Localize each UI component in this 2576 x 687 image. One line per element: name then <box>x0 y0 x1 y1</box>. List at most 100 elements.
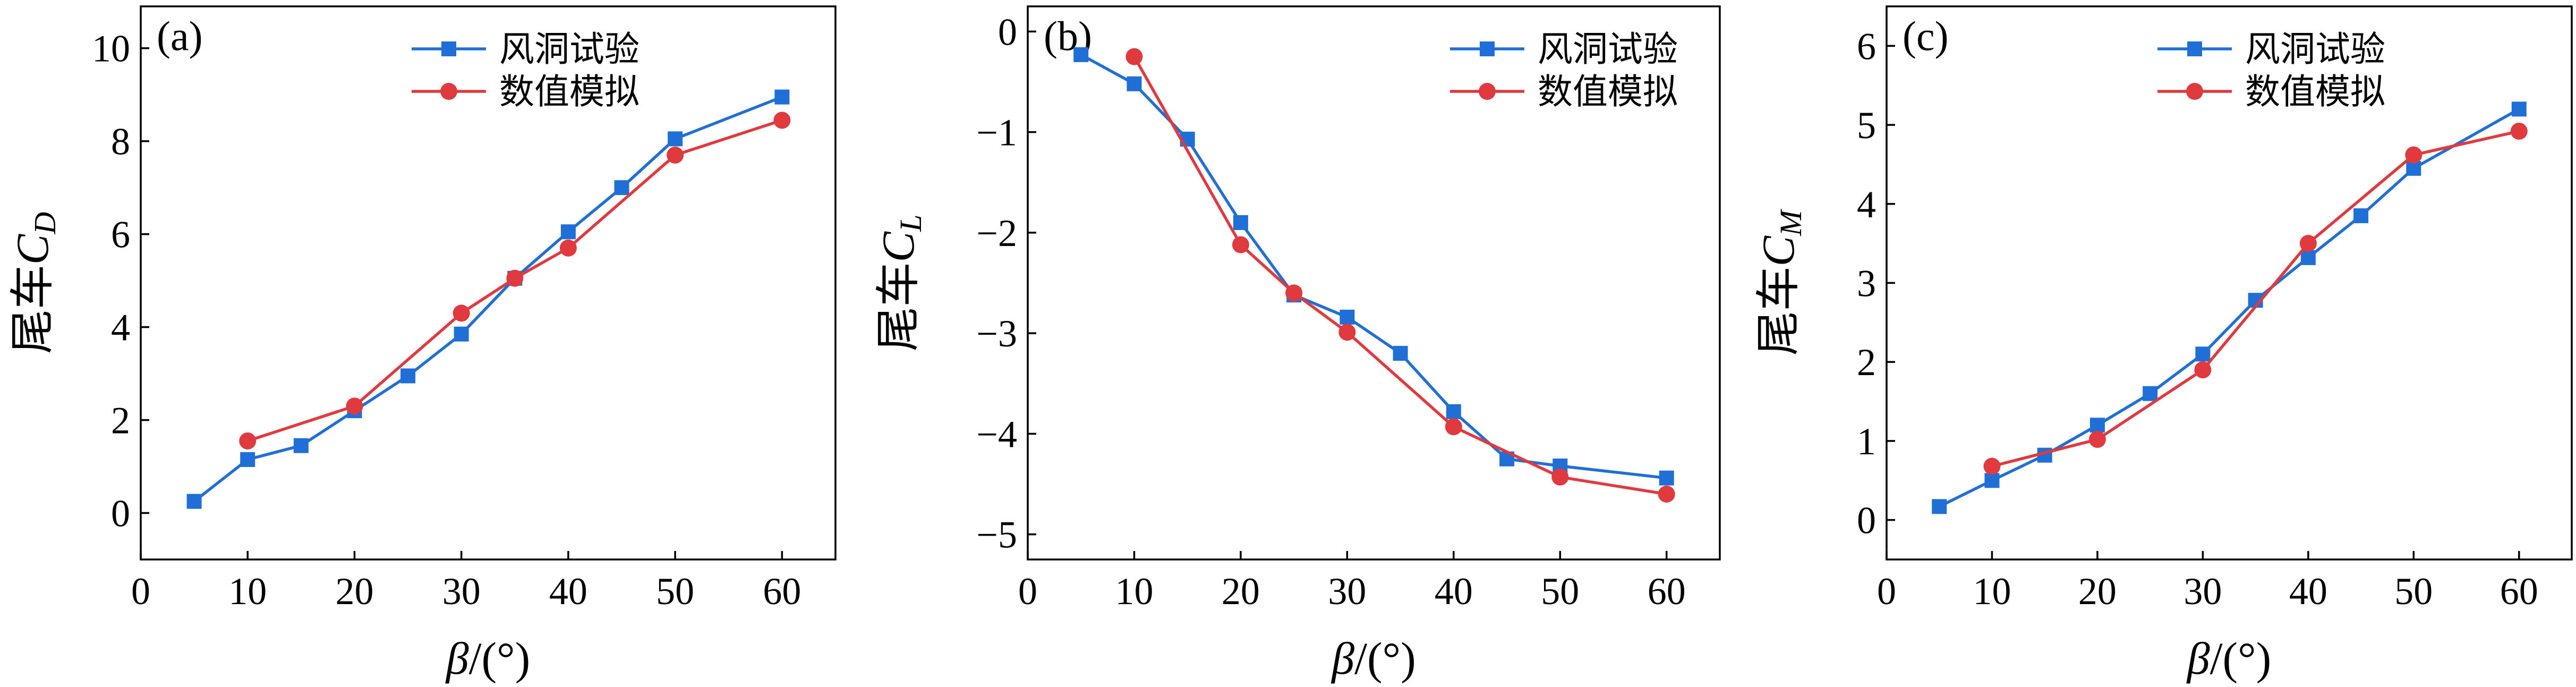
chart-1-x-tick-label: 60 <box>1648 570 1686 613</box>
chart-0-series-simulation-point <box>559 239 577 257</box>
chart-0-series-experiment-point <box>668 131 683 147</box>
chart-1-series-experiment-point <box>1446 404 1461 419</box>
chart-0-series-simulation-point <box>506 269 524 287</box>
chart-1-series-experiment-point <box>1073 47 1089 62</box>
chart-2-y-tick-label: 5 <box>1857 104 1876 147</box>
chart-2-series-simulation-point <box>2088 430 2106 448</box>
chart-2-series-experiment-point <box>1932 499 1947 514</box>
chart-0-series-experiment-point <box>240 452 255 467</box>
chart-2-series-simulation-point <box>1983 457 2001 475</box>
chart-0-x-tick-label: 50 <box>656 570 694 613</box>
legend-circle-marker <box>2186 83 2203 100</box>
chart-0-x-tick-label: 30 <box>442 570 481 613</box>
legend-label: 数值模拟 <box>1538 71 1678 112</box>
legend-circle-marker <box>440 83 457 100</box>
chart-1-y-tick-label: 0 <box>998 11 1017 53</box>
chart-1-series-experiment-point <box>1659 470 1674 486</box>
chart-2-x-axis-label: β/(°) <box>2186 633 2271 684</box>
chart-0-series-experiment-point <box>454 326 469 342</box>
chart-2-series-simulation-line <box>1991 130 2520 468</box>
chart-2-x-tick-label: 20 <box>2078 570 2117 613</box>
chart-1-legend-simulation: 数值模拟 <box>1450 71 1678 112</box>
chart-0-y-tick-label: 6 <box>111 214 130 256</box>
chart-2-series-simulation-point <box>2299 235 2317 252</box>
chart-0-x-tick-label: 0 <box>131 570 150 613</box>
chart-2-x-tick-label: 0 <box>1877 570 1896 613</box>
chart-0-x-tick-label: 10 <box>228 570 267 613</box>
chart-2-x-tick-label: 40 <box>2289 570 2327 613</box>
chart-1-series-simulation-point <box>1551 468 1569 486</box>
chart-0-x-tick-label: 60 <box>763 570 801 613</box>
chart-2-series-experiment-point <box>2353 208 2369 224</box>
chart-1-y-tick-label: −5 <box>976 514 1017 556</box>
chart-1-series-simulation-point <box>1232 236 1249 253</box>
chart-0-series-experiment-point <box>774 89 790 105</box>
chart-0-y-tick-label: 10 <box>92 28 130 70</box>
chart-1-y-tick-label: −1 <box>976 112 1017 154</box>
chart-2-series-experiment-point <box>2300 250 2316 265</box>
chart-0-y-tick-label: 4 <box>111 307 130 349</box>
legend-square-marker <box>1480 41 1495 56</box>
chart-2-panel-label: (c) <box>1903 13 1949 59</box>
chart-1-x-tick-label: 10 <box>1115 570 1153 613</box>
legend-label: 风洞试验 <box>1538 29 1678 70</box>
legend-label: 风洞试验 <box>499 29 639 70</box>
legend-circle-marker <box>1479 83 1496 100</box>
chart-1-plot-frame <box>1027 5 1721 561</box>
chart-1-series-simulation-line <box>1133 56 1667 496</box>
chart-1-y-tick-label: −4 <box>976 413 1017 455</box>
chart-2-series-simulation-point <box>2194 361 2212 379</box>
chart-2-y-tick-label: 3 <box>1857 262 1876 305</box>
chart-0-series-experiment-point <box>560 224 576 240</box>
chart-1-series-simulation-point <box>1445 418 1462 436</box>
chart-0-series-simulation-point <box>773 112 791 129</box>
chart-2-y-tick-label: 2 <box>1857 341 1876 384</box>
chart-1-series-experiment-point <box>1233 215 1248 230</box>
chart-1-x-axis-label: β/(°) <box>1330 633 1415 684</box>
chart-0-legend-experiment: 风洞试验 <box>412 29 639 70</box>
chart-1-series-simulation-point <box>1125 48 1143 65</box>
chart-1-x-tick-label: 30 <box>1328 570 1366 613</box>
chart-1-x-tick-label: 0 <box>1018 570 1037 613</box>
chart-2-y-tick-label: 4 <box>1857 183 1876 226</box>
chart-0-series-simulation-point <box>453 304 470 322</box>
chart-0-series-experiment-point <box>293 438 309 453</box>
chart-2-y-tick-label: 1 <box>1857 420 1876 463</box>
chart-2-y-tick-label: 0 <box>1857 499 1876 542</box>
chart-0-panel-label: (a) <box>157 13 203 59</box>
chart-2-y-tick-label: 6 <box>1857 25 1876 67</box>
chart-2-x-tick-label: 50 <box>2394 570 2433 613</box>
chart-1-series-simulation-point <box>1658 485 1675 503</box>
chart-0-series-experiment-point <box>186 494 202 509</box>
legend-square-marker <box>441 41 456 56</box>
legend-label: 数值模拟 <box>2245 71 2385 112</box>
chart-1-series-simulation-point <box>1338 324 1356 341</box>
legend-label: 数值模拟 <box>499 71 639 112</box>
chart-2-series-experiment-point <box>1984 473 2000 488</box>
chart-0-series-experiment-line <box>193 96 783 503</box>
chart-2-series-simulation-point <box>2405 146 2423 164</box>
chart-0-series-simulation-point <box>239 432 257 449</box>
chart-1-x-tick-label: 40 <box>1435 570 1473 613</box>
chart-1-y-tick-label: −3 <box>976 312 1017 355</box>
chart-0-y-tick-label: 8 <box>111 121 130 163</box>
chart-2-x-tick-label: 10 <box>1973 570 2011 613</box>
chart-1-series-experiment-point <box>1393 345 1408 361</box>
legend-square-marker <box>2187 41 2202 56</box>
chart-2-x-tick-label: 30 <box>2183 570 2222 613</box>
chart-0-legend-simulation: 数值模拟 <box>412 71 639 112</box>
legend-label: 风洞试验 <box>2245 29 2385 70</box>
chart-2-series-experiment-point <box>2195 346 2211 362</box>
chart-0-series-simulation-point <box>667 146 684 164</box>
chart-0-x-axis-label: β/(°) <box>445 633 530 684</box>
chart-1-y-axis-label: 尾车CL <box>872 215 928 352</box>
chart-0-series-experiment-point <box>400 368 416 384</box>
chart-0-series-experiment-point <box>614 180 629 196</box>
chart-0-plot-frame <box>140 5 837 561</box>
chart-2-series-experiment-point <box>2511 101 2527 117</box>
chart-1-series-simulation-point <box>1285 284 1303 302</box>
chart-0-y-axis-label: 尾车CD <box>6 212 62 354</box>
